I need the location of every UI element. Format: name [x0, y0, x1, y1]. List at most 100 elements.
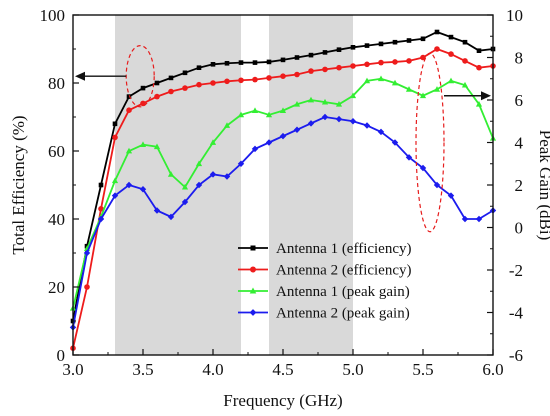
data-point [462, 58, 468, 64]
data-point [308, 52, 314, 58]
data-point [392, 59, 398, 65]
data-point [139, 141, 147, 148]
data-point [321, 113, 329, 121]
data-point [322, 50, 328, 55]
data-point [335, 100, 343, 107]
y-left-axis-title: Total Efficiency (%) [9, 115, 28, 254]
data-point [182, 70, 188, 76]
series-4 [69, 113, 497, 331]
legend-item-2: Antenna 2 (efficiency) [238, 263, 412, 279]
data-point [153, 207, 161, 214]
data-point [195, 181, 203, 189]
data-point [209, 139, 217, 145]
y-right-tick-label: -2 [509, 261, 523, 280]
data-point [405, 154, 413, 161]
x-tick-label: 4.5 [272, 360, 293, 379]
legend-marker [249, 287, 257, 294]
data-point [420, 54, 426, 61]
legend-marker [250, 266, 256, 273]
series-2 [70, 46, 496, 352]
data-point [419, 92, 427, 99]
annotation-arrow-head-2 [481, 91, 491, 101]
data-point [448, 34, 454, 40]
data-point [167, 213, 175, 221]
data-point [349, 118, 357, 125]
data-point [350, 63, 356, 69]
data-point [308, 68, 314, 74]
legend-marker [249, 309, 257, 316]
y-left-tick-label: 60 [48, 142, 65, 161]
data-point [461, 81, 469, 88]
y-right-tick-label: 6 [515, 91, 524, 110]
data-point [391, 79, 399, 86]
data-point [476, 48, 482, 53]
data-point [252, 60, 258, 65]
data-point [111, 192, 119, 199]
data-point [210, 62, 216, 67]
legend-marker [250, 245, 256, 251]
data-point [153, 143, 161, 150]
data-point [391, 139, 399, 146]
data-point [252, 76, 258, 83]
data-point [181, 198, 189, 206]
data-point [307, 120, 315, 127]
data-point [279, 107, 287, 114]
data-point [280, 73, 286, 79]
legend-label: Antenna 2 (peak gain) [276, 306, 410, 322]
data-point [83, 249, 91, 257]
data-point [209, 171, 217, 178]
data-point [419, 164, 427, 172]
data-point [237, 111, 245, 118]
legend-label: Antenna 1 (peak gain) [276, 284, 410, 300]
data-point [406, 38, 412, 43]
data-point [364, 61, 370, 68]
data-point [238, 60, 244, 65]
legend-item-1: Antenna 1 (efficiency) [238, 241, 412, 257]
data-point [98, 182, 104, 188]
data-point [322, 66, 328, 73]
data-point [266, 75, 272, 81]
data-point [139, 186, 147, 193]
data-point [154, 93, 160, 100]
data-point [154, 80, 160, 86]
data-point [461, 215, 469, 223]
legend-label: Antenna 1 (efficiency) [276, 241, 412, 257]
data-point [97, 215, 105, 223]
data-point [279, 132, 287, 140]
data-point [265, 139, 273, 146]
data-point [336, 47, 342, 52]
data-point [112, 134, 118, 141]
data-point [140, 85, 146, 91]
data-point [434, 29, 440, 35]
data-point [294, 71, 300, 78]
data-point [167, 171, 175, 177]
shaded-band-1 [115, 15, 241, 355]
data-point [447, 192, 455, 199]
y-right-tick-label: 2 [515, 176, 524, 195]
x-tick-label: 6.0 [482, 360, 503, 379]
data-point [420, 36, 426, 42]
data-point [224, 78, 230, 85]
annotation-arrow-head-1 [75, 71, 85, 81]
series-layer [69, 29, 497, 352]
data-point [223, 173, 231, 180]
data-point [378, 41, 384, 47]
data-point [447, 77, 455, 84]
data-point [475, 215, 483, 223]
data-point [210, 80, 216, 86]
legend-item-4: Antenna 2 (peak gain) [238, 306, 410, 322]
data-point [168, 75, 174, 81]
data-point [237, 160, 245, 167]
y-right-tick-label: 8 [515, 49, 524, 68]
data-point [392, 39, 398, 45]
data-point [224, 60, 230, 66]
data-point [168, 88, 174, 95]
data-point [433, 181, 441, 189]
x-tick-label: 5.0 [342, 360, 363, 379]
data-point [125, 181, 133, 189]
data-point [126, 94, 132, 99]
y-right-axis-title: Peak Gain (dBi) [536, 130, 550, 240]
data-point [195, 160, 203, 167]
data-point [266, 59, 272, 65]
